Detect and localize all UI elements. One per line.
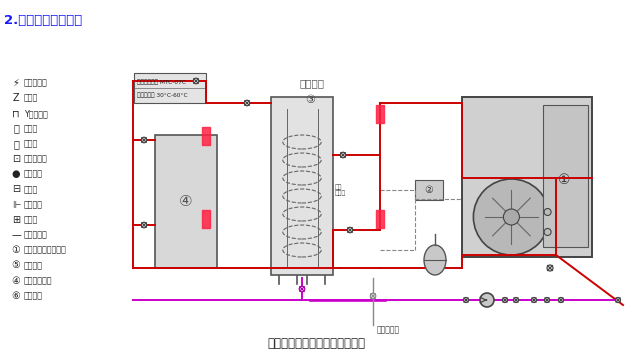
Text: 热水优先型建筑采暖工程示意图: 热水优先型建筑采暖工程示意图 — [267, 337, 365, 350]
Circle shape — [480, 293, 494, 307]
Text: Z: Z — [13, 93, 20, 103]
Circle shape — [615, 297, 620, 302]
Circle shape — [299, 286, 304, 292]
Text: 室内散热器 30°C-60°C: 室内散热器 30°C-60°C — [137, 92, 187, 98]
Circle shape — [341, 152, 346, 158]
Circle shape — [141, 137, 147, 143]
Text: ⊓: ⊓ — [12, 108, 20, 118]
Text: 单向阀: 单向阀 — [24, 94, 38, 103]
Text: ④: ④ — [11, 276, 20, 285]
Circle shape — [244, 100, 250, 106]
Text: 热水优先: 热水优先 — [299, 78, 325, 88]
Bar — [134, 73, 206, 103]
Circle shape — [348, 227, 353, 233]
Circle shape — [513, 297, 518, 302]
Text: 溢流阀: 溢流阀 — [24, 124, 38, 133]
Text: 控制面板: 控制面板 — [24, 261, 43, 270]
Circle shape — [463, 297, 468, 302]
Text: 缓冲水箱: 缓冲水箱 — [24, 291, 43, 300]
Text: 囧: 囧 — [13, 139, 19, 149]
Circle shape — [544, 228, 551, 235]
Bar — [462, 97, 592, 257]
Text: ⚡: ⚡ — [13, 78, 20, 88]
Text: 空气排气阀: 空气排气阀 — [24, 78, 47, 88]
Text: Y型过滤器: Y型过滤器 — [24, 109, 47, 118]
Text: ⑤: ⑤ — [11, 260, 20, 270]
Text: 膨胀罐: 膨胀罐 — [24, 185, 38, 194]
Text: ⊩: ⊩ — [12, 200, 20, 209]
Text: 电磁三通阀: 电磁三通阀 — [24, 155, 47, 163]
Text: 室内风机盘管 MTC-07C: 室内风机盘管 MTC-07C — [137, 79, 186, 85]
Circle shape — [370, 293, 376, 299]
Circle shape — [473, 179, 549, 255]
Text: 电磁阀: 电磁阀 — [24, 215, 38, 224]
Text: ①: ① — [558, 173, 571, 187]
Text: 温度
传感器: 温度 传感器 — [335, 184, 346, 196]
Text: ꕫ: ꕫ — [13, 124, 19, 134]
Text: ④: ④ — [179, 194, 193, 209]
Ellipse shape — [424, 245, 446, 275]
Text: ⊟: ⊟ — [12, 184, 20, 194]
Bar — [271, 97, 333, 275]
Text: 循环水泵: 循环水泵 — [24, 170, 43, 179]
Circle shape — [544, 297, 549, 302]
Circle shape — [547, 265, 553, 271]
Text: 空气源热泵空调机组: 空气源热泵空调机组 — [24, 246, 66, 255]
Text: 自来水补水: 自来水补水 — [377, 325, 400, 334]
Text: ③: ③ — [305, 95, 315, 105]
Circle shape — [544, 208, 551, 215]
Text: ⑥: ⑥ — [11, 291, 20, 301]
Circle shape — [141, 222, 147, 228]
Text: 2.系统工作示意图：: 2.系统工作示意图： — [4, 14, 82, 27]
Circle shape — [558, 297, 563, 302]
Text: 水流开关: 水流开关 — [24, 200, 43, 209]
Circle shape — [193, 78, 199, 84]
Text: 生活热水水箱: 生活热水水箱 — [24, 276, 53, 285]
Text: ⊡: ⊡ — [12, 154, 20, 164]
Bar — [542, 105, 588, 247]
Circle shape — [532, 297, 537, 302]
Text: ⊞: ⊞ — [12, 215, 20, 225]
Bar — [155, 135, 217, 268]
Text: 截止阀: 截止阀 — [24, 139, 38, 148]
Text: ②: ② — [425, 185, 434, 195]
Bar — [415, 180, 443, 200]
Text: 温度传感器: 温度传感器 — [24, 231, 47, 239]
Text: ①: ① — [11, 245, 20, 255]
Text: —: — — [11, 230, 21, 240]
Circle shape — [503, 209, 520, 225]
Circle shape — [503, 297, 508, 302]
Text: ●: ● — [12, 169, 20, 179]
